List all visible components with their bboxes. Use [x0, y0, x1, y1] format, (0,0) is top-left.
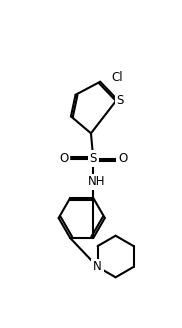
Text: S: S: [90, 152, 97, 165]
Text: O: O: [59, 152, 69, 165]
Text: NH: NH: [88, 175, 105, 188]
Text: S: S: [116, 94, 124, 107]
Text: N: N: [93, 260, 102, 274]
Text: Cl: Cl: [111, 72, 123, 84]
Text: O: O: [118, 152, 127, 165]
